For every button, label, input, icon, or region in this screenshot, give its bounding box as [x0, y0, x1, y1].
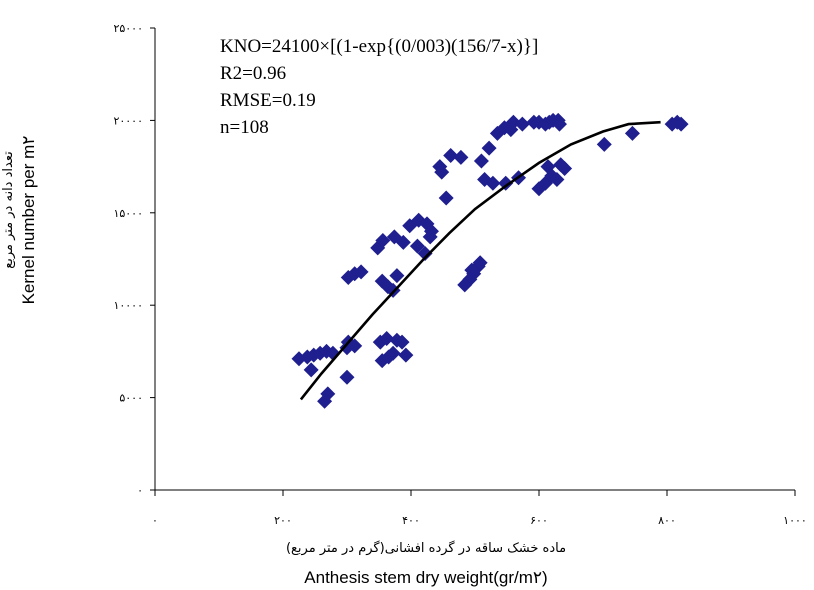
data-point [551, 116, 567, 132]
y-axis: ۰ ۵۰۰۰ ۱۰۰۰۰ ۱۵۰۰۰ ۲۰۰۰۰ ۲۵۰۰۰ [113, 22, 156, 497]
data-point [540, 159, 556, 175]
data-point [422, 229, 438, 245]
data-point [549, 172, 565, 188]
data-point [481, 140, 497, 156]
data-point [317, 393, 333, 409]
data-point [443, 148, 459, 164]
equation-formula: KNO=24100×[(1-exp{(0/003)(156/7-x)}] [220, 36, 538, 57]
data-point [375, 233, 391, 249]
data-point [596, 136, 612, 152]
data-point [438, 190, 454, 206]
y-tick-label: ۲۰۰۰۰ [113, 114, 143, 127]
data-point [347, 338, 363, 354]
y-tick-label: ۱۰۰۰۰ [113, 299, 143, 312]
data-point [472, 255, 488, 271]
y-axis-label-fa: تعداد دانه در متر مربع [1, 151, 16, 269]
data-point [385, 345, 401, 361]
x-tick-label: ۱۰۰۰ [783, 514, 807, 527]
data-point [394, 334, 410, 350]
x-axis-label-en: Anthesis stem dry weight(gr/m۲) [304, 568, 547, 587]
data-point [395, 234, 411, 250]
equation-r2: R2=0.96 [220, 63, 286, 84]
data-point [353, 264, 369, 280]
equation-rmse: RMSE=0.19 [220, 90, 316, 111]
data-point [498, 175, 514, 191]
y-tick-label: ۵۰۰۰ [119, 392, 143, 405]
x-tick-label: ۸۰۰ [658, 514, 676, 527]
x-tick-label: ۴۰۰ [402, 514, 420, 527]
y-tick-label: ۲۵۰۰۰ [113, 22, 143, 35]
data-point [503, 122, 519, 138]
data-point [457, 277, 473, 293]
fit-curve [299, 120, 661, 401]
data-point [398, 347, 414, 363]
data-point [417, 245, 433, 261]
data-point [485, 175, 501, 191]
y-axis-label-en: Kernel number per m۲ [19, 136, 38, 305]
data-point [409, 238, 425, 254]
data-point [514, 116, 530, 132]
data-point [339, 369, 355, 385]
x-axis: ۰ ۲۰۰ ۴۰۰ ۶۰۰ ۸۰۰ ۱۰۰۰ [152, 489, 807, 527]
y-tick-label: ۱۵۰۰۰ [113, 207, 143, 220]
data-point [303, 362, 319, 378]
data-point [379, 330, 395, 346]
data-point [453, 149, 469, 165]
x-tick-label: ۰ [152, 514, 158, 527]
data-point [557, 160, 573, 176]
data-point [473, 153, 489, 169]
x-axis-label-fa: ماده خشک ساقه در گرده افشانی(گرم در متر … [286, 540, 566, 556]
data-point [624, 125, 640, 141]
x-tick-label: ۶۰۰ [530, 514, 548, 527]
equation-n: n=108 [220, 117, 269, 138]
x-tick-label: ۲۰۰ [274, 514, 292, 527]
data-points [291, 112, 689, 409]
data-point [389, 268, 405, 284]
y-tick-label: ۰ [137, 484, 143, 497]
data-point [434, 164, 450, 180]
data-point [673, 116, 689, 132]
